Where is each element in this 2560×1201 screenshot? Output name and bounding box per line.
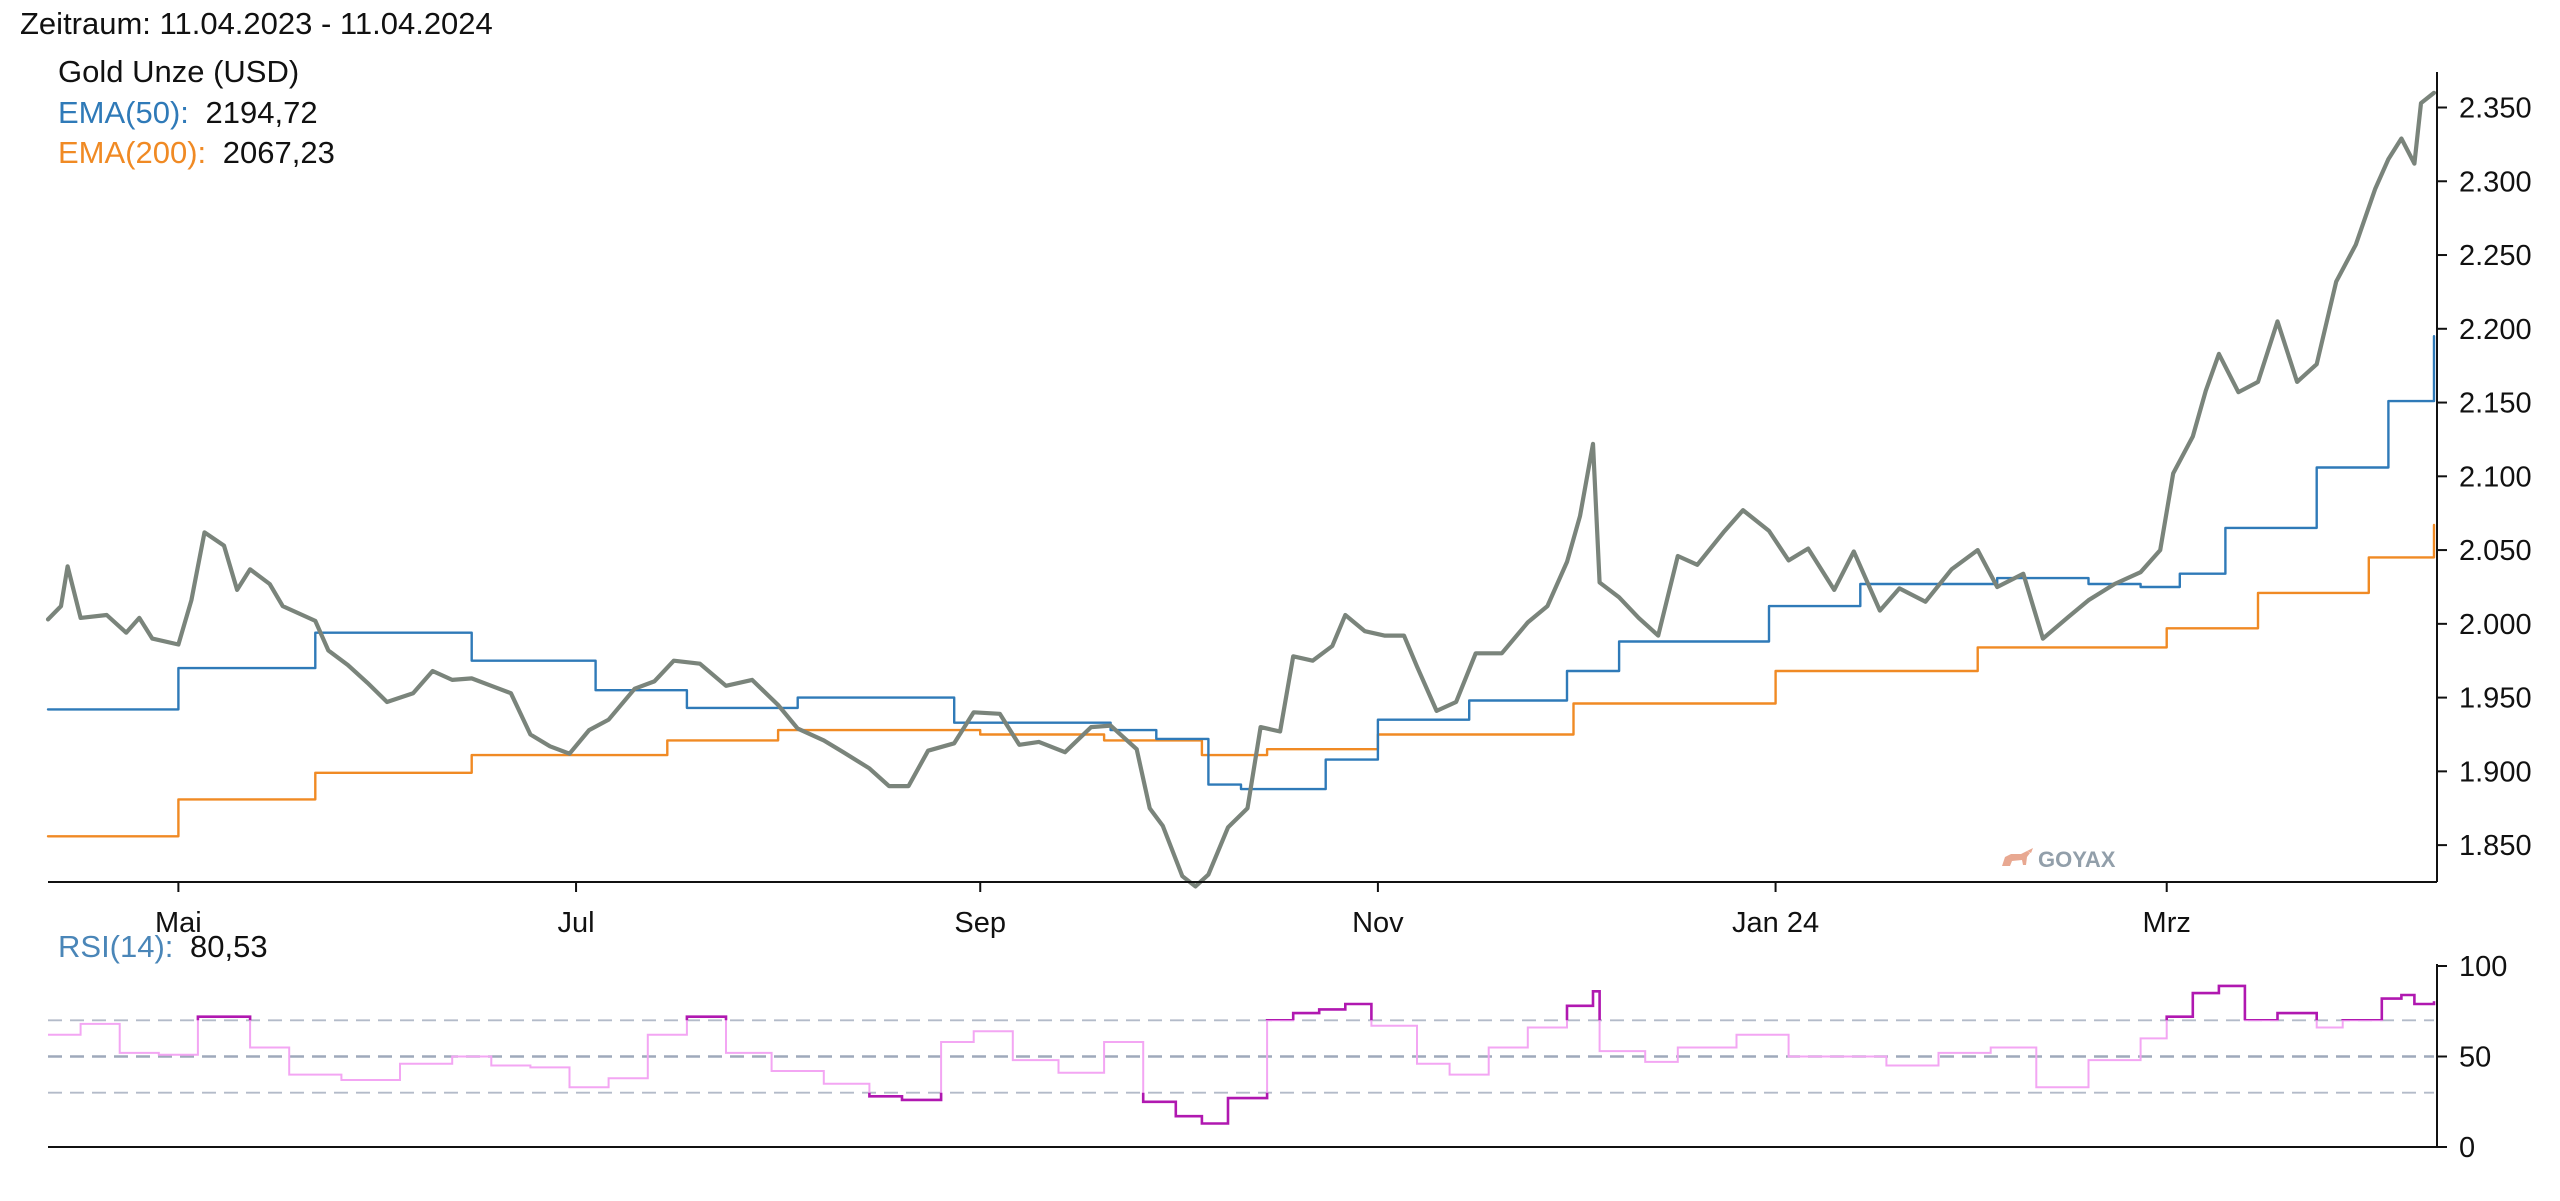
x-tick-label: Jul bbox=[558, 907, 595, 939]
rsi-line bbox=[48, 984, 2435, 1125]
y-tick-label: 2.100 bbox=[2459, 461, 2532, 493]
legend-ema200-value: 2067,23 bbox=[223, 135, 335, 170]
y-tick-label: 1.850 bbox=[2459, 830, 2532, 862]
rsi-oversold-segments bbox=[868, 1092, 1269, 1125]
legend-ema200: EMA(200): 2067,23 bbox=[58, 135, 335, 170]
legend-ema50-label: EMA(50): bbox=[58, 95, 189, 130]
period-label: Zeitraum: 11.04.2023 - 11.04.2024 bbox=[20, 6, 493, 41]
rsi-y-tick-label: 50 bbox=[2459, 1042, 2491, 1074]
legend-rsi: RSI(14): 80,53 bbox=[58, 929, 268, 964]
x-tick-label: Mai bbox=[155, 907, 202, 939]
x-tick-label: Nov bbox=[1352, 907, 1404, 939]
y-tick-label: 1.950 bbox=[2459, 683, 2532, 715]
y-tick-label: 2.350 bbox=[2459, 93, 2532, 125]
x-tick-label: Mrz bbox=[2143, 907, 2191, 939]
y-tick-label: 2.300 bbox=[2459, 166, 2532, 198]
y-tick-label: 1.900 bbox=[2459, 756, 2532, 788]
y-tick-label: 2.200 bbox=[2459, 314, 2532, 346]
y-tick-label: 2.250 bbox=[2459, 240, 2532, 272]
y-tick-label: 2.000 bbox=[2459, 609, 2532, 641]
rsi-y-tick-label: 100 bbox=[2459, 951, 2507, 983]
goyax-watermark: GOYAX bbox=[2002, 847, 2116, 872]
price-line bbox=[45, 90, 2437, 889]
legend-instrument: Gold Unze (USD) bbox=[58, 54, 299, 89]
legend-ema50-value: 2194,72 bbox=[206, 95, 318, 130]
ema200-line bbox=[46, 523, 2436, 838]
rsi-y-tick-label: 0 bbox=[2459, 1132, 2475, 1164]
legend-ema50: EMA(50): 2194,72 bbox=[58, 95, 318, 130]
legend-rsi-value: 80,53 bbox=[190, 929, 268, 964]
bull-icon bbox=[2002, 848, 2033, 866]
watermark-text: GOYAX bbox=[2038, 847, 2116, 872]
legend-ema200-label: EMA(200): bbox=[58, 135, 206, 170]
legend-rsi-label: RSI(14): bbox=[58, 929, 173, 964]
rsi-overbought-segments bbox=[196, 984, 2436, 1021]
x-tick-label: Jan 24 bbox=[1732, 907, 1819, 939]
y-tick-label: 2.150 bbox=[2459, 388, 2532, 420]
x-tick-label: Sep bbox=[954, 907, 1006, 939]
ema50-line bbox=[46, 335, 2436, 791]
y-tick-label: 2.050 bbox=[2459, 535, 2532, 567]
